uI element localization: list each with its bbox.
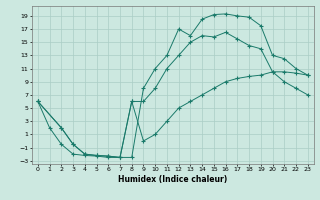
X-axis label: Humidex (Indice chaleur): Humidex (Indice chaleur) bbox=[118, 175, 228, 184]
